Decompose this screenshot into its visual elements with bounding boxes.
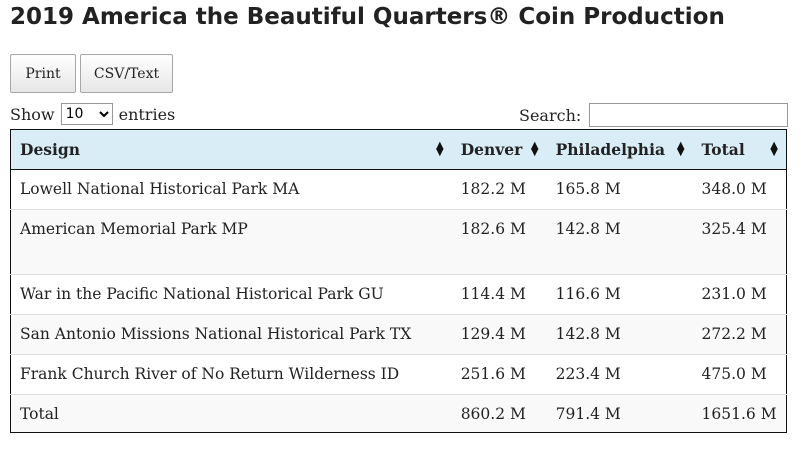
cell-total: 272.2 M bbox=[692, 314, 787, 355]
print-button[interactable]: Print bbox=[10, 54, 76, 93]
cell-philadelphia: 116.6 M bbox=[546, 274, 693, 315]
column-header-denver[interactable]: Denver ▲ ▼ bbox=[451, 129, 547, 170]
cell-total: 475.0 M bbox=[692, 354, 787, 395]
cell-design: Lowell National Historical Park MA bbox=[10, 169, 452, 210]
sort-icon: ▲ ▼ bbox=[770, 140, 778, 158]
cell-philadelphia: 791.4 M bbox=[546, 394, 693, 433]
cell-philadelphia: 165.8 M bbox=[546, 169, 693, 210]
cell-total: 1651.6 M bbox=[692, 394, 787, 433]
search-input[interactable] bbox=[589, 103, 789, 127]
column-header-design[interactable]: Design ▲ ▼ bbox=[10, 129, 452, 170]
entries-label: entries bbox=[118, 104, 176, 124]
cell-denver: 114.4 M bbox=[451, 274, 547, 315]
cell-denver: 251.6 M bbox=[451, 354, 547, 395]
column-header-label: Philadelphia bbox=[555, 140, 665, 159]
table-row: Frank Church River of No Return Wilderne… bbox=[10, 354, 787, 395]
cell-denver: 182.2 M bbox=[451, 169, 547, 210]
page-title: 2019 America the Beautiful Quarters® Coi… bbox=[10, 4, 725, 30]
sort-icon: ▲ ▼ bbox=[435, 140, 444, 158]
entries-length-control: Show 10 entries bbox=[10, 103, 175, 125]
search-control: Search: bbox=[519, 103, 789, 127]
cell-philadelphia: 142.8 M bbox=[546, 209, 693, 275]
cell-philadelphia: 142.8 M bbox=[546, 314, 693, 355]
table-row: American Memorial Park MP 182.6 M 142.8 … bbox=[10, 209, 787, 275]
production-table: Design ▲ ▼ Denver ▲ ▼ Philadelphia ▲ ▼ Tota… bbox=[10, 129, 787, 433]
table-header-row: Design ▲ ▼ Denver ▲ ▼ Philadelphia ▲ ▼ Tota… bbox=[10, 129, 787, 170]
cell-total: 348.0 M bbox=[692, 169, 787, 210]
cell-design: Total bbox=[10, 394, 452, 433]
table-row: War in the Pacific National Historical P… bbox=[10, 274, 787, 315]
cell-denver: 182.6 M bbox=[451, 209, 547, 275]
table-total-row: Total 860.2 M 791.4 M 1651.6 M bbox=[10, 394, 787, 433]
cell-denver: 860.2 M bbox=[451, 394, 547, 433]
show-label: Show bbox=[10, 104, 55, 124]
column-header-philadelphia[interactable]: Philadelphia ▲ ▼ bbox=[546, 129, 693, 170]
entries-select[interactable]: 10 bbox=[60, 103, 113, 125]
csv-text-button[interactable]: CSV/Text bbox=[80, 54, 173, 93]
cell-total: 231.0 M bbox=[692, 274, 787, 315]
cell-design: American Memorial Park MP bbox=[10, 209, 452, 275]
sort-icon: ▲ ▼ bbox=[530, 140, 539, 158]
cell-design: War in the Pacific National Historical P… bbox=[10, 274, 452, 315]
cell-design: San Antonio Missions National Historical… bbox=[10, 314, 452, 355]
column-header-label: Denver bbox=[460, 140, 523, 159]
sort-icon: ▲ ▼ bbox=[676, 140, 685, 158]
table-row: San Antonio Missions National Historical… bbox=[10, 314, 787, 355]
cell-denver: 129.4 M bbox=[451, 314, 547, 355]
column-header-label: Design bbox=[20, 140, 81, 159]
column-header-label: Total bbox=[701, 140, 745, 159]
cell-total: 325.4 M bbox=[692, 209, 787, 275]
column-header-total[interactable]: Total ▲ ▼ bbox=[692, 129, 787, 170]
search-label: Search: bbox=[519, 105, 582, 125]
cell-philadelphia: 223.4 M bbox=[546, 354, 693, 395]
cell-design: Frank Church River of No Return Wilderne… bbox=[10, 354, 452, 395]
table-row: Lowell National Historical Park MA 182.2… bbox=[10, 169, 787, 210]
